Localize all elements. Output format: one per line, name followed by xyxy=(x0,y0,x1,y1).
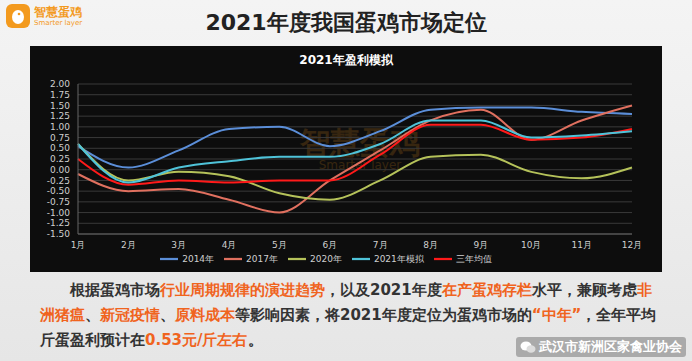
svg-text:11月: 11月 xyxy=(571,240,591,250)
html-text:Smarter layer: Smarter layer xyxy=(318,158,402,172)
svg-text:1月: 1月 xyxy=(71,240,86,250)
svg-text:0.00: 0.00 xyxy=(50,165,70,175)
html-text:2020年: 2020年 xyxy=(310,253,342,264)
svg-text:-1.00: -1.00 xyxy=(47,208,71,218)
svg-text:5月: 5月 xyxy=(272,240,287,250)
svg-text:1.50: 1.50 xyxy=(50,101,70,111)
svg-text:2.00: 2.00 xyxy=(50,79,70,89)
svg-text:6月: 6月 xyxy=(322,240,337,250)
html-text:2021年度我国蛋鸡市场定位: 2021年度我国蛋鸡市场定位 xyxy=(205,10,487,35)
svg-text:0.75: 0.75 xyxy=(50,133,70,143)
svg-text:7月: 7月 xyxy=(373,240,388,250)
svg-text:-0.50: -0.50 xyxy=(47,186,71,196)
html-text:根据蛋鸡市场行业周期规律的演进趋势，以及2021年度在产蛋鸡: 根据蛋鸡市场行业周期规律的演进趋势，以及2021年度在产蛋鸡存栏水平，兼顾考虑非… xyxy=(40,281,657,349)
html-text:2021年盈利模拟: 2021年盈利模拟 xyxy=(299,53,393,67)
svg-text:0.50: 0.50 xyxy=(50,143,70,153)
svg-text:12月: 12月 xyxy=(622,240,642,250)
html-text:2021年模拟: 2021年模拟 xyxy=(373,253,424,264)
svg-text:1.25: 1.25 xyxy=(50,111,70,121)
svg-text:3月: 3月 xyxy=(171,240,186,250)
svg-text:4月: 4月 xyxy=(222,240,237,250)
html-text:智慧蛋鸡: 智慧蛋鸡 xyxy=(34,4,82,19)
svg-text:2月: 2月 xyxy=(121,240,136,250)
html-text:2014年: 2014年 xyxy=(182,253,215,264)
html-text:三年均值: 三年均值 xyxy=(455,253,492,264)
svg-text:0.25: 0.25 xyxy=(50,154,70,164)
svg-text:8月: 8月 xyxy=(423,240,438,250)
svg-text:-1.50: -1.50 xyxy=(47,229,71,239)
svg-text:-0.25: -0.25 xyxy=(47,176,70,186)
svg-text:-0.75: -0.75 xyxy=(47,197,70,207)
html-text:武汉市新洲区家禽业协会: 武汉市新洲区家禽业协会 xyxy=(539,339,682,354)
svg-text:1.75: 1.75 xyxy=(50,90,70,100)
svg-text:10月: 10月 xyxy=(521,240,541,250)
html-text:Smarter layer: Smarter layer xyxy=(34,18,83,27)
html-text:智慧蛋鸡: 智慧蛋鸡 xyxy=(300,125,420,160)
html-text:2017年: 2017年 xyxy=(246,253,278,264)
svg-text:9月: 9月 xyxy=(474,240,489,250)
svg-text:-1.25: -1.25 xyxy=(47,218,70,228)
svg-text:1.00: 1.00 xyxy=(50,122,70,132)
